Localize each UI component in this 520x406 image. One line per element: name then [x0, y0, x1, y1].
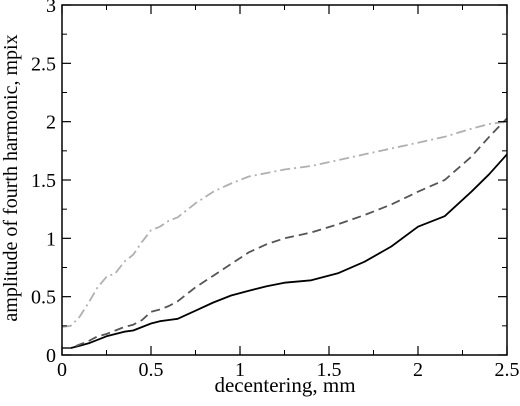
x-tick-label: 0.5 [139, 359, 164, 381]
y-tick-label: 2.5 [31, 53, 56, 75]
series-line-dash-dot [61, 120, 508, 328]
x-tick-label: 1 [235, 359, 245, 381]
x-tick-label: 1.5 [317, 359, 342, 381]
x-tick-label: 0 [57, 359, 67, 381]
series-layer [61, 117, 508, 349]
plot-frame [61, 4, 508, 356]
y-tick-label: 2 [46, 112, 56, 134]
y-tick-label: 0.5 [31, 287, 56, 309]
x-axis-label: decentering, mm [214, 373, 355, 397]
y-axis-label: amplitude of fourth harmonic, mpix [0, 34, 22, 321]
y-tick-label: 1.5 [31, 170, 56, 192]
y-tick-label: 0 [46, 345, 56, 367]
x-tick-label: 2.5 [495, 359, 520, 381]
axes-layer: 0 0.5 1 1.5 2 2.5 0 0.5 1 1.5 2 2.5 3 [31, 0, 520, 381]
series-line-solid [62, 153, 508, 349]
y-tick-label: 3 [46, 0, 56, 17]
y-tick-label: 1 [46, 228, 56, 250]
series-line-dashed [62, 117, 508, 349]
x-tick-label: 2 [413, 359, 423, 381]
